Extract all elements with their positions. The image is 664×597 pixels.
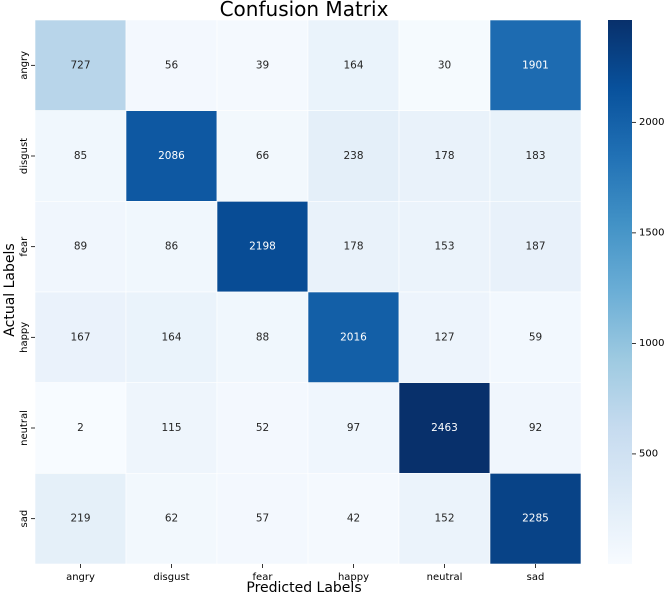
heatmap-cell <box>398 201 491 293</box>
y-axis-ticks: angry disgust fear happy neutral sad <box>19 51 35 528</box>
cell-value-label: 56 <box>165 59 179 71</box>
heatmap-cell <box>307 110 400 202</box>
y-tick-label: fear <box>19 236 30 257</box>
y-tick-label: angry <box>19 51 30 80</box>
heatmap-cell <box>489 291 582 383</box>
heatmap-cell <box>216 19 309 111</box>
x-tick-label: angry <box>66 572 95 583</box>
heatmap-cell <box>489 473 582 565</box>
x-tick-label: fear <box>253 572 274 583</box>
cell-value-label: 89 <box>74 241 87 253</box>
cell-value-label: 97 <box>347 422 360 434</box>
colorbar-ticks: 500 1000 1500 2000 <box>632 117 664 459</box>
cell-value-label: 238 <box>343 150 363 162</box>
colorbar-tick-label: 500 <box>639 448 658 459</box>
y-tick-label: neutral <box>19 410 30 446</box>
cell-value-label: 62 <box>165 513 178 525</box>
heatmap-cell <box>125 291 218 383</box>
cell-value-label: 66 <box>256 150 270 162</box>
cell-value-label: 2463 <box>431 422 458 434</box>
y-tick-label: happy <box>19 322 30 353</box>
cell-value-label: 42 <box>347 513 360 525</box>
x-tick-label: happy <box>338 572 369 583</box>
heatmap-cell <box>216 382 309 474</box>
colorbar-tick-label: 1500 <box>639 227 664 238</box>
heatmap-cell <box>34 110 127 202</box>
cell-value-label: 219 <box>70 513 90 525</box>
heatmap-cell <box>398 291 491 383</box>
x-tick-label: disgust <box>153 572 189 583</box>
cell-value-label: 86 <box>165 241 179 253</box>
cell-value-label: 1901 <box>522 59 549 71</box>
y-axis-label: Actual Labels <box>2 243 18 336</box>
cell-value-label: 167 <box>70 331 90 343</box>
cell-value-label: 178 <box>434 150 454 162</box>
cell-value-label: 164 <box>161 331 181 343</box>
y-tick-label: sad <box>19 510 30 528</box>
cell-value-label: 153 <box>434 241 454 253</box>
cell-value-label: 187 <box>525 241 545 253</box>
heatmap-cell <box>216 201 309 293</box>
x-tick-label: sad <box>527 572 545 583</box>
cell-value-label: 85 <box>74 150 87 162</box>
cell-value-label: 30 <box>438 59 451 71</box>
cell-value-label: 88 <box>256 331 269 343</box>
heatmap-cells <box>34 19 582 565</box>
heatmap-cell <box>489 201 582 293</box>
chart-title: Confusion Matrix <box>220 0 389 21</box>
cell-value-label: 2016 <box>340 331 367 343</box>
cell-value-label: 39 <box>256 59 269 71</box>
heatmap-cell <box>34 291 127 383</box>
cell-value-label: 2198 <box>249 241 276 253</box>
x-axis-ticks: angry disgust fear happy neutral sad <box>66 564 544 583</box>
cell-value-label: 127 <box>434 331 454 343</box>
cell-value-label: 178 <box>343 241 363 253</box>
cell-value-label: 57 <box>256 513 269 525</box>
cell-value-label: 2086 <box>158 150 185 162</box>
heatmap-cell <box>489 110 582 202</box>
colorbar-tick-label: 2000 <box>639 117 664 128</box>
heatmap-cell <box>489 19 582 111</box>
heatmap-cell <box>307 201 400 293</box>
heatmap-cell <box>489 382 582 474</box>
heatmap-cell <box>34 19 127 111</box>
heatmap-cell-labels: 727 56 39 164 30 1901 85 2086 66 238 178 183 89 86 219… <box>70 59 548 524</box>
colorbar <box>608 20 632 564</box>
heatmap-cell <box>307 382 400 474</box>
heatmap-cell <box>307 19 400 111</box>
cell-value-label: 92 <box>529 422 542 434</box>
cell-value-label: 59 <box>529 331 542 343</box>
heatmap-cell <box>307 473 400 565</box>
heatmap-cell <box>125 19 218 111</box>
heatmap-cell <box>125 110 218 202</box>
x-axis-label: Predicted Labels <box>246 580 361 596</box>
heatmap-cell <box>398 382 491 474</box>
heatmap-cell <box>307 291 400 383</box>
heatmap-cell <box>398 473 491 565</box>
heatmap-cell <box>34 201 127 293</box>
cell-value-label: 52 <box>256 422 269 434</box>
cell-value-label: 183 <box>525 150 545 162</box>
cell-value-label: 2285 <box>522 513 549 525</box>
heatmap-cell <box>125 201 218 293</box>
heatmap-cell <box>34 473 127 565</box>
y-tick-label: disgust <box>19 138 30 174</box>
cell-value-label: 727 <box>70 59 90 71</box>
x-tick-label: neutral <box>427 572 463 583</box>
colorbar-tick-label: 1000 <box>639 338 664 349</box>
heatmap-cell <box>398 19 491 111</box>
cell-value-label: 115 <box>161 422 181 434</box>
heatmap-cell <box>34 382 127 474</box>
cell-value-label: 2 <box>77 422 84 434</box>
cell-value-label: 152 <box>434 513 454 525</box>
cell-value-label: 164 <box>343 59 363 71</box>
heatmap-cell <box>216 291 309 383</box>
